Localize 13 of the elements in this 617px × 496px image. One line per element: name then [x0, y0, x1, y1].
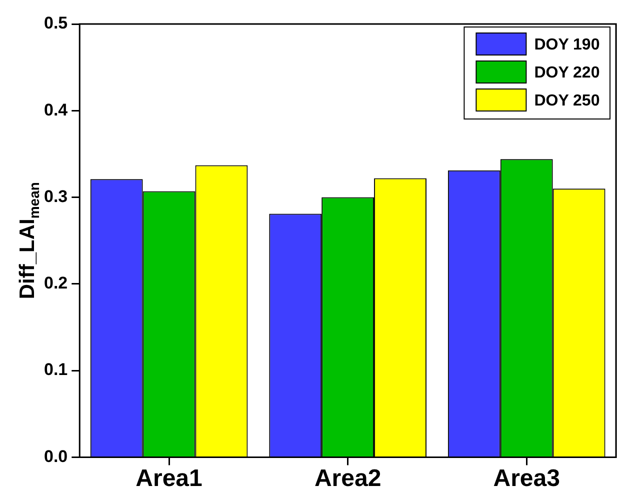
x-tick-label: Area1 [136, 465, 202, 492]
y-tick-label: 0.3 [44, 186, 68, 206]
y-axis-title: Diff_LAImean [16, 182, 42, 300]
legend-label: DOY 190 [534, 36, 600, 54]
y-tick-label: 0.4 [44, 100, 68, 120]
x-tick-label: Area2 [314, 465, 382, 492]
legend-label: DOY 220 [534, 64, 600, 82]
y-tick-label: 0.0 [44, 446, 68, 466]
y-tick-label: 0.2 [44, 274, 68, 293]
x-tick-label: Area3 [493, 465, 560, 492]
y-tick-label: 0.5 [44, 14, 68, 33]
legend-label: DOY 250 [534, 92, 600, 110]
y-tick-label: 0.1 [44, 360, 68, 380]
